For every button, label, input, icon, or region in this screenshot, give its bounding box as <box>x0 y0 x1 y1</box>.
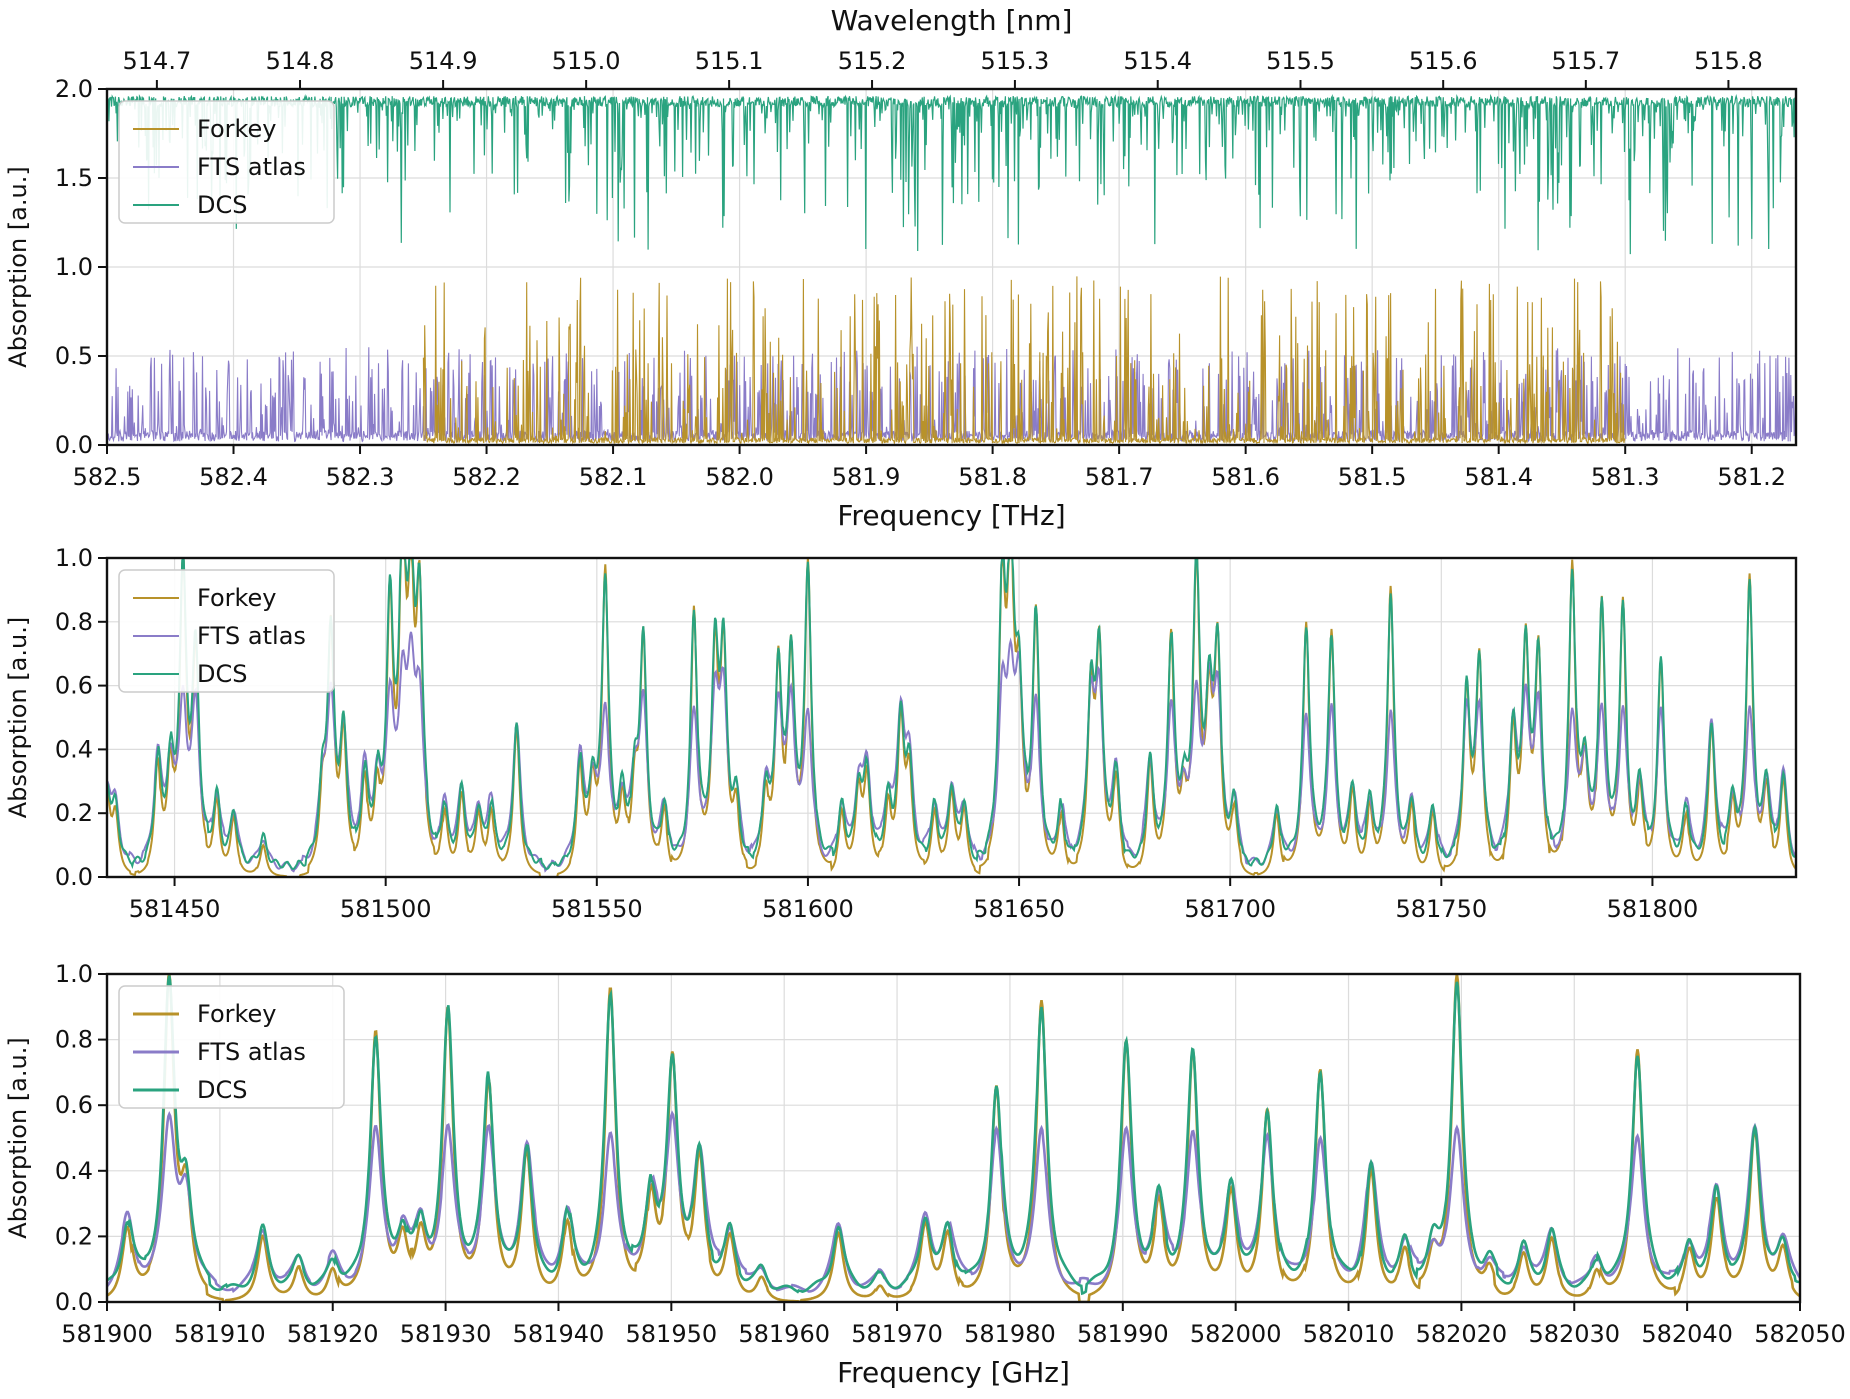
top-x-tick-label: 514.9 <box>409 47 478 75</box>
x-tick-label: 581.8 <box>958 463 1027 491</box>
x-tick-label: 581970 <box>851 1320 943 1348</box>
y-tick-label: 0.4 <box>55 735 93 763</box>
legend-label: FTS atlas <box>197 622 306 650</box>
x-tick-label: 581920 <box>287 1320 379 1348</box>
top-x-tick-label: 515.3 <box>981 47 1050 75</box>
y-tick-label: 0.2 <box>55 1222 93 1250</box>
x-tick-label: 581.9 <box>832 463 901 491</box>
series-line-dcs <box>107 93 1796 255</box>
legend-label: DCS <box>197 1076 247 1104</box>
x-tick-label: 582050 <box>1754 1320 1846 1348</box>
y-tick-label: 0.6 <box>55 672 93 700</box>
legend-label: DCS <box>197 191 247 219</box>
top-x-tick-label: 515.2 <box>838 47 907 75</box>
y-tick-label: 0.4 <box>55 1157 93 1185</box>
x-tick-label: 582.0 <box>705 463 774 491</box>
x-tick-label: 581930 <box>400 1320 492 1348</box>
legend-box <box>118 569 335 693</box>
x-tick-label: 581750 <box>1395 895 1487 923</box>
top-x-tick-label: 514.8 <box>266 47 335 75</box>
top-x-axis-label: Wavelength [nm] <box>831 4 1073 37</box>
x-tick-label: 582.5 <box>73 463 142 491</box>
x-tick-label: 581550 <box>551 895 643 923</box>
panel-bottom: 581900 581910 581920 581930 581940 581950 5819… <box>4 960 1846 1389</box>
top-x-tick-label: 514.7 <box>123 47 192 75</box>
x-tick-label: 581.4 <box>1464 463 1533 491</box>
x-tick-label: 582030 <box>1528 1320 1620 1348</box>
y-tick-label: 0.6 <box>55 1091 93 1119</box>
x-tick-label: 581910 <box>174 1320 266 1348</box>
legend-label: DCS <box>197 660 247 688</box>
y-tick-label: 0.2 <box>55 799 93 827</box>
top-x-tick-label: 515.1 <box>695 47 764 75</box>
x-tick-label: 581450 <box>129 895 221 923</box>
axes-frame <box>105 972 1802 1304</box>
legend-label: Forkey <box>197 1000 277 1028</box>
legend-label: Forkey <box>197 584 277 612</box>
x-tick-label: 581940 <box>513 1320 605 1348</box>
x-tick-label: 581650 <box>973 895 1065 923</box>
x-tick-label: 581600 <box>762 895 854 923</box>
panel-middle: 581450 581500 581550 581600 581650 581700 5817… <box>4 544 1798 923</box>
top-x-tick-label: 515.6 <box>1409 47 1478 75</box>
top-x-tick-label: 515.0 <box>552 47 621 75</box>
series-group <box>107 974 1800 1302</box>
axes-frame <box>105 556 1798 879</box>
x-tick-label: 582020 <box>1416 1320 1508 1348</box>
top-x-tick-label: 515.5 <box>1266 47 1335 75</box>
x-tick-label: 582.2 <box>452 463 521 491</box>
x-tick-label: 581700 <box>1184 895 1276 923</box>
x-tick-label: 581.7 <box>1085 463 1154 491</box>
y-tick-label: 0.0 <box>55 1288 93 1316</box>
y-tick-label: 1.0 <box>55 253 93 281</box>
y-tick-label: 0.5 <box>55 342 93 370</box>
top-x-tick-label: 515.4 <box>1123 47 1192 75</box>
x-tick-label: 581500 <box>340 895 432 923</box>
x-tick-label: 582.3 <box>326 463 395 491</box>
y-tick-label: 2.0 <box>55 75 93 103</box>
y-tick-label: 0.0 <box>55 431 93 459</box>
y-axis-label: Absorption [a.u.] <box>4 617 32 818</box>
y-tick-label: 1.0 <box>55 544 93 572</box>
x-tick-label: 581.6 <box>1211 463 1280 491</box>
legend-box <box>118 100 335 224</box>
x-tick-label: 581950 <box>626 1320 718 1348</box>
y-axis-label: Absorption [a.u.] <box>4 1037 32 1238</box>
x-tick-label: 582000 <box>1190 1320 1282 1348</box>
x-tick-label: 582.1 <box>579 463 648 491</box>
y-tick-label: 0.8 <box>55 608 93 636</box>
x-tick-label: 581900 <box>61 1320 153 1348</box>
x-tick-label: 582010 <box>1303 1320 1395 1348</box>
y-tick-label: 0.8 <box>55 1026 93 1054</box>
series-group <box>107 93 1796 445</box>
legend-label: FTS atlas <box>197 1038 306 1066</box>
x-tick-label: 581980 <box>964 1320 1056 1348</box>
x-tick-label: 581.3 <box>1591 463 1660 491</box>
y-axis-label: Absorption [a.u.] <box>4 166 32 367</box>
x-axis-label: Frequency [GHz] <box>837 1356 1070 1389</box>
x-tick-label: 581.5 <box>1338 463 1407 491</box>
x-tick-label: 581990 <box>1077 1320 1169 1348</box>
series-line-dcs <box>107 558 1796 871</box>
y-tick-label: 1.0 <box>55 960 93 988</box>
legend-label: Forkey <box>197 115 277 143</box>
y-tick-label: 0.0 <box>55 863 93 891</box>
x-axis-label: Frequency [THz] <box>837 499 1065 532</box>
panel-top: 582.5 582.4 582.3 582.2 582.1 582.0 581.9 581.8… <box>4 4 1798 532</box>
x-tick-label: 581.2 <box>1717 463 1786 491</box>
series-group <box>107 558 1796 877</box>
x-tick-label: 582040 <box>1641 1320 1733 1348</box>
series-line-forkey <box>422 276 1626 445</box>
legend-box <box>118 985 345 1109</box>
series-line-dcs <box>107 975 1800 1296</box>
top-x-tick-label: 515.8 <box>1694 47 1763 75</box>
x-tick-label: 581800 <box>1607 895 1699 923</box>
top-x-tick-label: 515.7 <box>1551 47 1620 75</box>
y-tick-label: 1.5 <box>55 164 93 192</box>
x-tick-label: 582.4 <box>199 463 268 491</box>
x-tick-label: 581960 <box>738 1320 830 1348</box>
legend-label: FTS atlas <box>197 153 306 181</box>
